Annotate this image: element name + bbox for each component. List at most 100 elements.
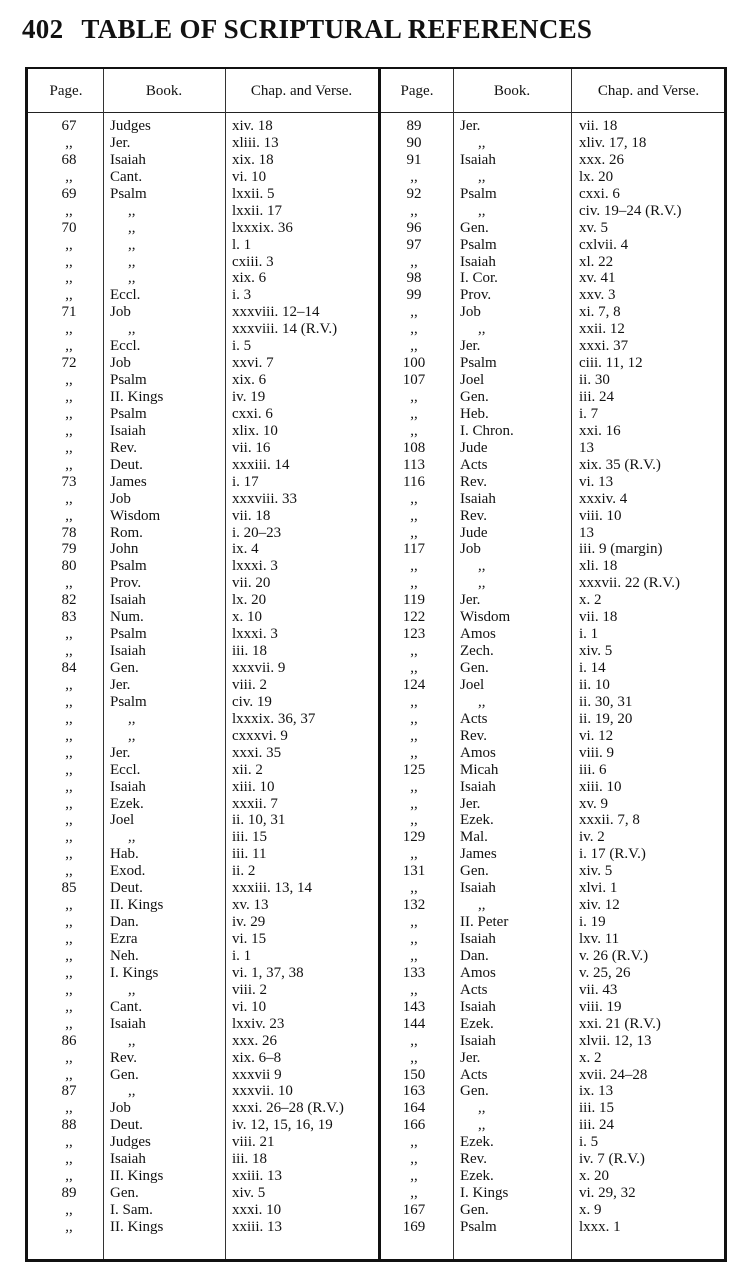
page-cell: 119	[403, 592, 425, 609]
book-cell: Gen.	[110, 1185, 139, 1202]
table-row: ,,,, viii. 2	[28, 982, 378, 999]
page-cell: ,,	[410, 914, 418, 931]
page-cell: ,,	[65, 287, 73, 304]
chapter-verse-cell: civ. 19–24 (R.V.)	[579, 202, 682, 219]
page-cell: ,,	[65, 1168, 73, 1185]
page-cell: 169	[402, 1218, 426, 1235]
book-cell: Eccl.	[110, 761, 141, 778]
book-cell: Acts	[460, 710, 488, 727]
book-cell: Jer.	[460, 795, 481, 812]
table-row: ,,,, lxxii. 17	[28, 203, 378, 220]
page-cell: ,,	[410, 778, 418, 795]
book-cell: ,,	[478, 558, 486, 575]
table-row: 92 Psalm cxxi. 6	[381, 186, 724, 203]
table-row: 117 Job iii. 9 (margin)	[381, 541, 724, 558]
book-cell: ,,	[478, 321, 486, 338]
table-row: 88 Deut. iv. 12, 15, 16, 19	[28, 1117, 378, 1134]
table-row: ,,,, cxxxvi. 9	[28, 728, 378, 745]
chapter-verse-cell: vii. 16	[232, 439, 271, 456]
chapter-verse-cell: v. 26 (R.V.)	[579, 947, 649, 964]
book-cell: ,,	[128, 270, 136, 287]
table-row: ,, Dan. v. 26 (R.V.)	[381, 948, 724, 965]
page-cell: 68	[61, 151, 77, 168]
book-cell: Isaiah	[460, 778, 496, 795]
page-cell: ,,	[410, 744, 418, 761]
chapter-verse-cell: iii. 11	[232, 846, 267, 863]
page-cell: ,,	[65, 676, 73, 693]
book-cell: Wisdom	[110, 507, 161, 524]
page-cell: 91	[406, 151, 422, 168]
table-row: ,, Rev. vii. 16	[28, 440, 378, 457]
table-row: 107 Joel ii. 30	[381, 372, 724, 389]
chapter-verse-cell: xiv. 5	[579, 863, 613, 880]
table-row: 71 Job xxxviii. 12–14	[28, 304, 378, 321]
page-cell: ,,	[410, 846, 418, 863]
page-cell: ,,	[65, 626, 73, 643]
table-row: ,, Isaiah lxv. 11	[381, 931, 724, 948]
header-chapter-verse: Chap. and Verse.	[250, 83, 353, 99]
table-row: ,, Psalm xix. 6	[28, 372, 378, 389]
table-row: 166,, iii. 24	[381, 1117, 724, 1134]
book-cell: I. Kings	[460, 1185, 509, 1202]
chapter-verse-cell: ix. 4	[232, 541, 259, 558]
chapter-verse-cell: ix. 13	[579, 1083, 614, 1100]
page-cell: ,,	[65, 202, 73, 219]
page-cell: ,,	[410, 422, 418, 439]
page-cell: ,,	[65, 1202, 73, 1218]
page-cell: ,,	[65, 321, 73, 338]
chapter-verse-cell: xix. 6	[232, 372, 267, 389]
table-row: ,, Job xi. 7, 8	[381, 304, 724, 321]
chapter-verse-cell: xxxi. 26–28 (R.V.)	[232, 1100, 344, 1117]
chapter-verse-cell: iv. 2	[579, 829, 605, 846]
page-cell: 79	[61, 541, 77, 558]
book-cell: Deut.	[110, 456, 143, 473]
book-cell: ,,	[128, 321, 136, 338]
page-cell: 67	[61, 118, 77, 134]
page-cell: 89	[61, 1185, 77, 1202]
chapter-verse-cell: xxxiii. 13, 14	[232, 880, 313, 897]
book-cell: I. Cor.	[460, 270, 498, 287]
book-cell: Gen.	[460, 219, 489, 236]
table-row: ,, Jer. xxxi. 35	[28, 745, 378, 762]
chapter-verse-cell: x. 20	[579, 1168, 609, 1185]
page-cell: ,,	[410, 643, 418, 660]
chapter-verse-cell: xxxii. 7, 8	[579, 812, 640, 829]
book-cell: Prov.	[460, 287, 492, 304]
table-row: 163 Gen. ix. 13	[381, 1083, 724, 1100]
page-cell: 113	[403, 456, 425, 473]
chapter-verse-cell: xiii. 10	[232, 778, 275, 795]
table-row: 97 Psalm cxlvii. 4	[381, 237, 724, 254]
page-cell: ,,	[65, 1066, 73, 1083]
table-row: ,, Isaiah xlvi. 1	[381, 880, 724, 897]
book-cell: Isaiah	[460, 253, 496, 270]
page-cell: 122	[402, 609, 426, 626]
page-cell: 85	[61, 880, 77, 897]
page-cell: 107	[402, 372, 426, 389]
table-row: 169 Psalm lxxx. 1	[381, 1219, 724, 1236]
table-row: 150 Acts xvii. 24–28	[381, 1067, 724, 1084]
chapter-verse-cell: lxxii. 5	[232, 185, 275, 202]
book-cell: ,,	[478, 1117, 486, 1134]
header-page: Page.	[400, 83, 434, 99]
chapter-verse-cell: ii. 2	[232, 863, 256, 880]
table-row: 69 Psalm lxxii. 5	[28, 186, 378, 203]
chapter-verse-cell: xxv. 3	[579, 287, 616, 304]
page-cell: ,,	[410, 1134, 418, 1151]
book-cell: I. Chron.	[460, 422, 514, 439]
table-row: 85 Deut. xxxiii. 13, 14	[28, 880, 378, 897]
table-row: 86,, xxx. 26	[28, 1033, 378, 1050]
book-cell: Isaiah	[460, 490, 496, 507]
chapter-verse-cell: xxx. 26	[579, 151, 624, 168]
table-row: ,, I. Kings vi. 1, 37, 38	[28, 965, 378, 982]
table-row: ,, Ezek. xxxii. 7, 8	[381, 812, 724, 829]
chapter-verse-cell: ii. 10	[579, 676, 610, 693]
book-cell: Jer.	[110, 744, 131, 761]
table-row: 143 Isaiah viii. 19	[381, 999, 724, 1016]
table-header: Page. Book. Chap. and Verse.	[381, 69, 724, 113]
chapter-verse-cell: vi. 12	[579, 727, 614, 744]
book-cell: Dan.	[460, 947, 489, 964]
book-cell: Acts	[460, 456, 488, 473]
header-chapter-verse: Chap. and Verse.	[597, 83, 700, 99]
book-cell: Isaiah	[460, 998, 496, 1015]
page-title: TABLE OF SCRIPTURAL REFERENCES	[81, 14, 593, 44]
